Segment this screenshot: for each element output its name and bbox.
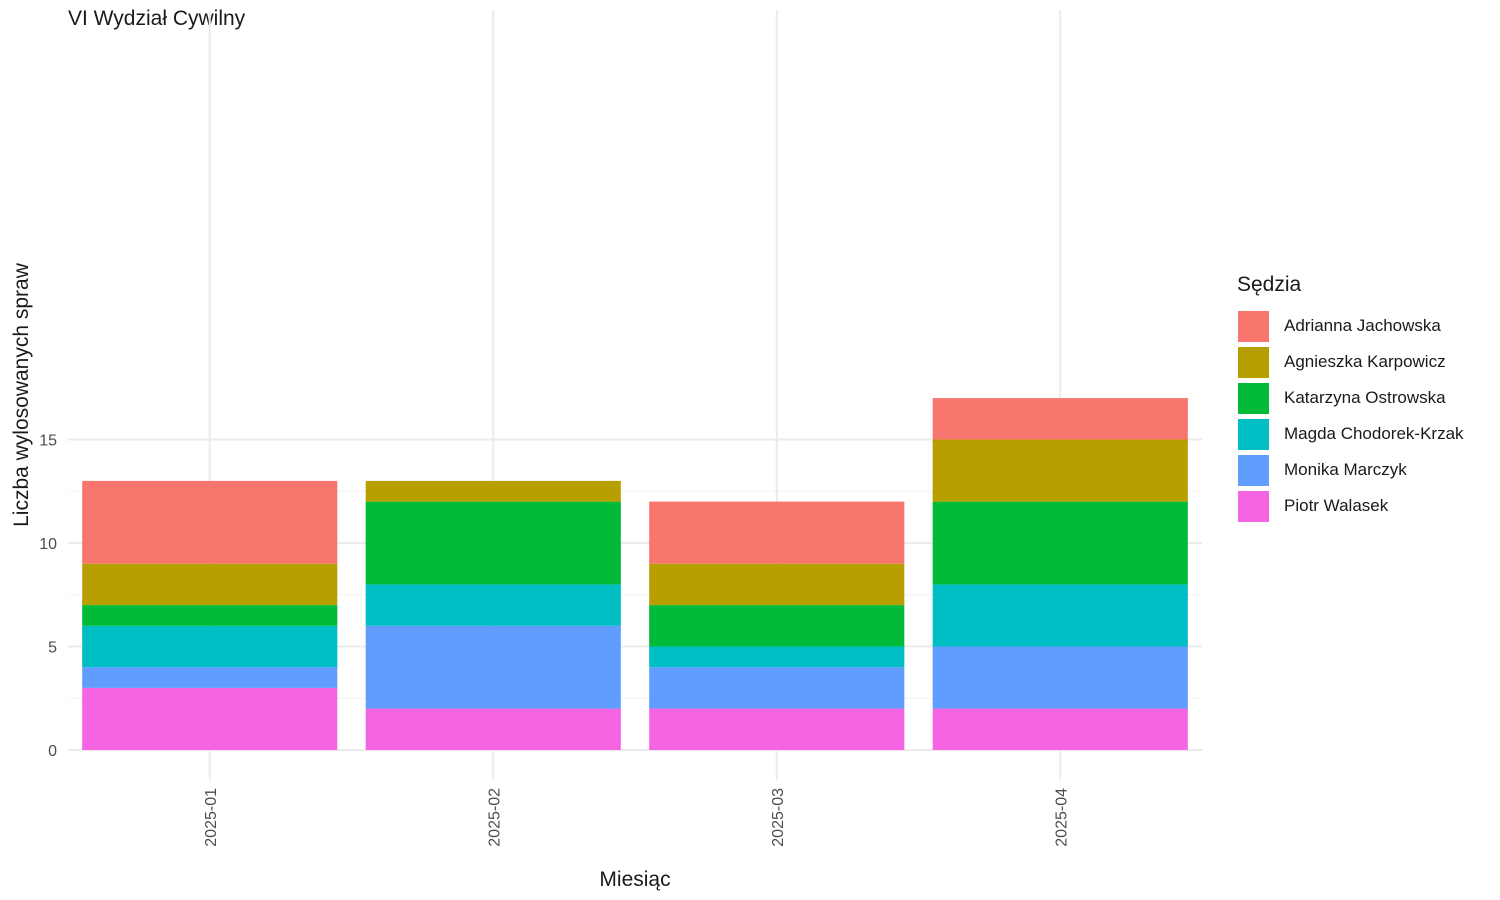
y-tick-label: 0	[48, 743, 57, 760]
x-axis-title: Miesiąc	[599, 868, 670, 891]
bar-segment	[365, 480, 621, 502]
bar-segment	[82, 625, 338, 668]
legend-item: Katarzyna Ostrowska	[1237, 380, 1464, 416]
y-tick-label: 5	[48, 640, 57, 657]
bar-segment	[82, 605, 338, 626]
x-tick-label: 2025-03	[770, 788, 787, 847]
bar-segment	[932, 584, 1188, 647]
bar-segment	[365, 625, 621, 709]
legend-label: Adrianna Jachowska	[1284, 316, 1441, 335]
legend-key-swatch	[1237, 309, 1270, 343]
bar-segment	[82, 667, 338, 688]
y-axis-title: Liczba wylosowanych spraw	[10, 262, 33, 527]
bar-segment	[649, 708, 905, 750]
legend-key-swatch	[1237, 417, 1270, 451]
legend-key-swatch	[1237, 453, 1270, 487]
legend-label: Piotr Walasek	[1284, 496, 1389, 515]
legend-key-swatch	[1237, 345, 1270, 379]
legend-key-swatch	[1237, 489, 1270, 523]
bar-segment	[82, 563, 338, 606]
legend-label: Katarzyna Ostrowska	[1284, 388, 1446, 407]
legend: Sędzia Adrianna Jachowska Agnieszka Karpo…	[1237, 272, 1464, 524]
bar-segment	[82, 687, 338, 750]
bar-segment	[932, 708, 1188, 750]
legend-key-swatch	[1237, 381, 1270, 415]
legend-item: Piotr Walasek	[1237, 488, 1464, 524]
bar-segment	[365, 584, 621, 626]
legend-item: Adrianna Jachowska	[1237, 308, 1464, 344]
x-tick-label: 2025-02	[486, 788, 503, 847]
legend-title: Sędzia	[1237, 273, 1302, 296]
bar-segment	[649, 667, 905, 709]
bar-segment	[932, 398, 1188, 440]
bar-segment	[649, 646, 905, 668]
bar-segment	[649, 563, 905, 606]
x-tick-label: 2025-01	[203, 788, 220, 847]
bar-segment	[932, 439, 1188, 502]
legend-label: Magda Chodorek-Krzak	[1284, 424, 1464, 443]
legend-item: Monika Marczyk	[1237, 452, 1464, 488]
bar-segment	[365, 708, 621, 750]
y-tick-label: 15	[39, 433, 57, 450]
x-tick-label: 2025-04	[1053, 788, 1070, 847]
bar-segment	[365, 501, 621, 585]
legend-label: Agnieszka Karpowicz	[1284, 352, 1446, 371]
legend-label: Monika Marczyk	[1284, 460, 1407, 479]
bar-segment	[932, 646, 1188, 709]
bar-segment	[649, 605, 905, 647]
y-tick-label: 10	[39, 536, 57, 553]
legend-items: Adrianna Jachowska Agnieszka Karpowicz Kat…	[1237, 308, 1464, 524]
legend-item: Magda Chodorek-Krzak	[1237, 416, 1464, 452]
chart-title: VI Wydział Cywilny	[68, 7, 246, 30]
bar-segment	[649, 501, 905, 564]
bar-segment	[82, 480, 338, 564]
legend-item: Agnieszka Karpowicz	[1237, 344, 1464, 380]
bar-segment	[932, 501, 1188, 585]
